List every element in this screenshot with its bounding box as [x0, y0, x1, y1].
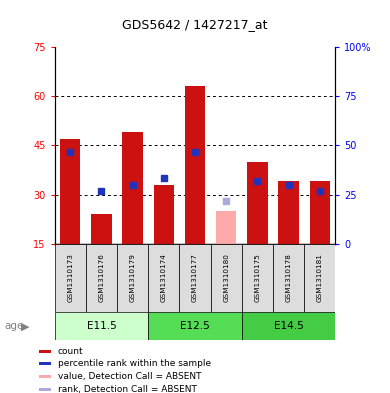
- Text: GSM1310180: GSM1310180: [223, 253, 229, 303]
- Bar: [39, 375, 51, 378]
- Bar: [148, 244, 179, 312]
- Text: GSM1310176: GSM1310176: [98, 253, 105, 303]
- Bar: [91, 214, 112, 244]
- Text: percentile rank within the sample: percentile rank within the sample: [58, 359, 211, 368]
- Text: GSM1310177: GSM1310177: [192, 253, 198, 303]
- Bar: [216, 211, 236, 244]
- Bar: [117, 244, 148, 312]
- Text: ▶: ▶: [21, 321, 30, 331]
- Text: rank, Detection Call = ABSENT: rank, Detection Call = ABSENT: [58, 385, 197, 393]
- Text: count: count: [58, 347, 83, 356]
- Text: GDS5642 / 1427217_at: GDS5642 / 1427217_at: [122, 18, 268, 31]
- Bar: [211, 244, 242, 312]
- Text: GSM1310175: GSM1310175: [254, 253, 261, 303]
- Text: GSM1310173: GSM1310173: [67, 253, 73, 303]
- Text: GSM1310181: GSM1310181: [317, 253, 323, 303]
- Bar: [60, 139, 80, 244]
- Bar: [55, 312, 148, 340]
- Text: age: age: [4, 321, 23, 331]
- Bar: [273, 244, 304, 312]
- Text: E14.5: E14.5: [274, 321, 303, 331]
- Bar: [39, 350, 51, 353]
- Bar: [39, 388, 51, 391]
- Bar: [122, 132, 143, 244]
- Bar: [242, 312, 335, 340]
- Text: E12.5: E12.5: [180, 321, 210, 331]
- Bar: [185, 86, 205, 244]
- Bar: [55, 244, 86, 312]
- Text: GSM1310178: GSM1310178: [285, 253, 292, 303]
- Text: GSM1310179: GSM1310179: [129, 253, 136, 303]
- Text: GSM1310174: GSM1310174: [161, 253, 167, 303]
- Bar: [39, 362, 51, 365]
- Text: value, Detection Call = ABSENT: value, Detection Call = ABSENT: [58, 372, 201, 381]
- Text: E11.5: E11.5: [87, 321, 116, 331]
- Bar: [278, 182, 299, 244]
- Bar: [179, 244, 211, 312]
- Bar: [242, 244, 273, 312]
- Bar: [304, 244, 335, 312]
- Bar: [310, 182, 330, 244]
- Bar: [148, 312, 242, 340]
- Bar: [86, 244, 117, 312]
- Bar: [154, 185, 174, 244]
- Bar: [247, 162, 268, 244]
